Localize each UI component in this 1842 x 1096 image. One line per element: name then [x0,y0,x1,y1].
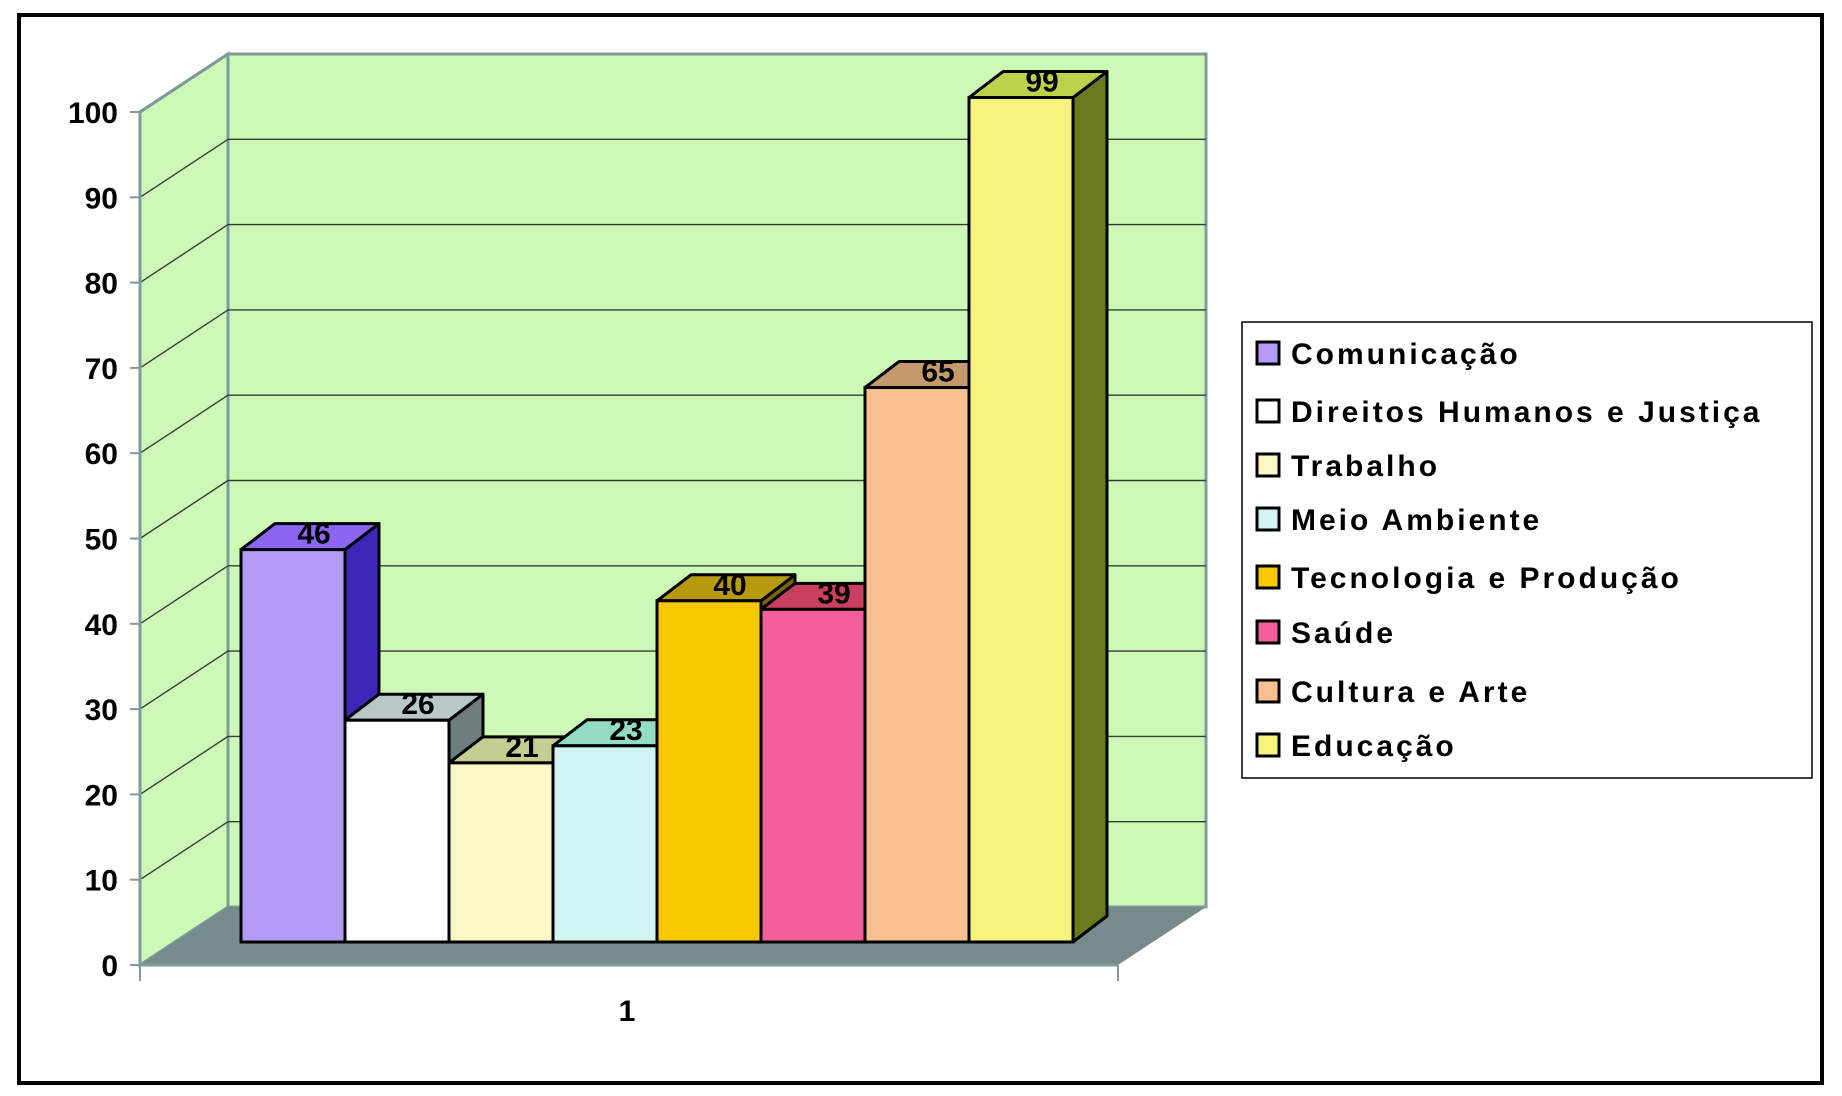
bar-side-face [1071,70,1109,944]
bars: 46 26 21 23 40 39 65 99 [239,66,1109,944]
y-tick-label: 70 [85,353,118,386]
legend: Comunicação Direitos Humanos e Justiça Tra… [1241,321,1813,779]
data-label: 21 [505,731,538,764]
data-label: 65 [921,356,954,389]
legend-swatch [1255,678,1281,704]
legend-label: Direitos Humanos e Justiça [1291,396,1762,429]
x-tick-label: 1 [619,995,636,1028]
legend-box [1241,321,1813,779]
y-tick-label: 80 [85,268,118,301]
y-axis: 0 10 20 30 40 50 60 70 80 90 100 [68,97,1119,983]
data-label: 23 [609,714,642,747]
legend-label: Tecnologia e Produção [1291,562,1682,595]
gridline [139,309,1206,369]
data-label: 99 [1025,66,1058,99]
legend-swatch [1255,564,1281,590]
gridline [139,223,1206,284]
bar-front-face [447,761,555,944]
x-axis: 1 [619,995,636,1028]
legend-label: Cultura e Arte [1291,676,1530,709]
legend-label: Educação [1291,730,1457,763]
bar-front-face [343,718,451,944]
legend-label: Saúde [1291,617,1396,650]
legend-swatch [1255,619,1281,645]
legend-label: Trabalho [1291,450,1440,483]
bar-front-face [759,607,867,944]
bar-front-face [967,96,1075,944]
legend-label: Meio Ambiente [1291,504,1542,537]
bar-8 [967,70,1109,944]
legend-swatch [1255,506,1281,532]
legend-swatch [1255,398,1281,424]
gridline [139,138,1206,198]
bar-front-face [863,386,971,944]
data-label: 39 [817,577,850,610]
legend-swatch [1255,732,1281,758]
y-tick-label: 20 [85,779,118,812]
y-tick-label: 50 [85,524,118,557]
legend-swatch [1255,340,1281,366]
y-tick-label: 100 [68,97,118,130]
bar-front-face [551,744,659,944]
y-tick-label: 60 [85,438,118,471]
y-tick-label: 40 [85,609,118,642]
bar-front-face [655,599,763,944]
gridlines [139,52,1206,881]
gridline [139,52,1206,114]
y-tick-label: 30 [85,694,118,727]
y-tick-label: 90 [85,182,118,215]
bar-front-face [239,548,347,944]
y-tick-label: 10 [85,865,118,898]
y-tick-label: 0 [101,950,118,983]
data-label: 26 [401,688,434,721]
data-label: 46 [297,518,330,551]
data-label: 40 [713,569,746,602]
legend-label: Comunicação [1291,338,1521,371]
legend-swatch [1255,452,1281,478]
